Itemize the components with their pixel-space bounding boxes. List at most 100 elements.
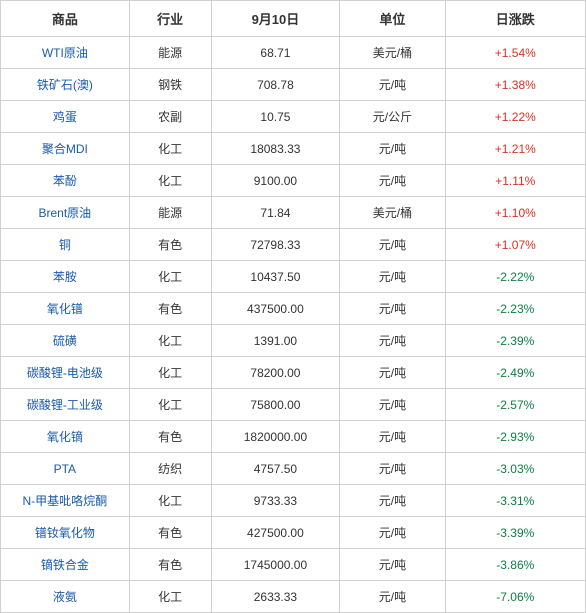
commodity-cell[interactable]: 铜 [1, 229, 130, 261]
table-row: 液氨化工2633.33元/吨-7.06% [1, 581, 586, 613]
unit-cell: 元/吨 [340, 357, 445, 389]
industry-cell: 化工 [129, 325, 211, 357]
table-row: 氧化镝有色1820000.00元/吨-2.93% [1, 421, 586, 453]
industry-cell: 钢铁 [129, 69, 211, 101]
unit-cell: 美元/桶 [340, 37, 445, 69]
commodity-cell[interactable]: 鸡蛋 [1, 101, 130, 133]
commodity-cell[interactable]: 碳酸锂-电池级 [1, 357, 130, 389]
price-cell: 427500.00 [211, 517, 340, 549]
price-cell: 10437.50 [211, 261, 340, 293]
price-cell: 708.78 [211, 69, 340, 101]
price-cell: 1745000.00 [211, 549, 340, 581]
commodity-cell[interactable]: N-甲基吡咯烷酮 [1, 485, 130, 517]
table-row: 鸡蛋农副10.75元/公斤+1.22% [1, 101, 586, 133]
commodity-cell[interactable]: Brent原油 [1, 197, 130, 229]
unit-cell: 元/吨 [340, 165, 445, 197]
price-cell: 78200.00 [211, 357, 340, 389]
industry-cell: 有色 [129, 517, 211, 549]
commodity-cell[interactable]: 聚合MDI [1, 133, 130, 165]
industry-cell: 化工 [129, 485, 211, 517]
change-cell: +1.38% [445, 69, 585, 101]
price-cell: 9100.00 [211, 165, 340, 197]
industry-cell: 能源 [129, 197, 211, 229]
table-row: 聚合MDI化工18083.33元/吨+1.21% [1, 133, 586, 165]
change-cell: -2.57% [445, 389, 585, 421]
price-cell: 18083.33 [211, 133, 340, 165]
unit-cell: 元/吨 [340, 453, 445, 485]
table-row: WTI原油能源68.71美元/桶+1.54% [1, 37, 586, 69]
change-cell: +1.07% [445, 229, 585, 261]
change-cell: +1.54% [445, 37, 585, 69]
change-cell: -2.93% [445, 421, 585, 453]
change-cell: -2.23% [445, 293, 585, 325]
industry-cell: 化工 [129, 133, 211, 165]
commodity-cell[interactable]: 镝铁合金 [1, 549, 130, 581]
price-cell: 10.75 [211, 101, 340, 133]
table-row: 镝铁合金有色1745000.00元/吨-3.86% [1, 549, 586, 581]
industry-cell: 纺织 [129, 453, 211, 485]
commodity-cell[interactable]: 氧化镝 [1, 421, 130, 453]
unit-cell: 元/吨 [340, 229, 445, 261]
unit-cell: 元/吨 [340, 325, 445, 357]
unit-cell: 元/吨 [340, 133, 445, 165]
change-cell: -3.86% [445, 549, 585, 581]
price-cell: 1820000.00 [211, 421, 340, 453]
commodity-cell[interactable]: WTI原油 [1, 37, 130, 69]
commodity-cell[interactable]: 苯胺 [1, 261, 130, 293]
industry-cell: 化工 [129, 389, 211, 421]
unit-cell: 元/吨 [340, 293, 445, 325]
change-cell: -3.03% [445, 453, 585, 485]
price-cell: 71.84 [211, 197, 340, 229]
table-row: PTA纺织4757.50元/吨-3.03% [1, 453, 586, 485]
commodity-cell[interactable]: 镨钕氧化物 [1, 517, 130, 549]
industry-cell: 化工 [129, 261, 211, 293]
price-cell: 1391.00 [211, 325, 340, 357]
change-cell: -2.39% [445, 325, 585, 357]
table-row: 氧化镨有色437500.00元/吨-2.23% [1, 293, 586, 325]
header-row: 商品 行业 9月10日 单位 日涨跌 [1, 1, 586, 37]
header-commodity: 商品 [1, 1, 130, 37]
change-cell: +1.21% [445, 133, 585, 165]
unit-cell: 元/吨 [340, 389, 445, 421]
commodity-cell[interactable]: 硫磺 [1, 325, 130, 357]
table-row: Brent原油能源71.84美元/桶+1.10% [1, 197, 586, 229]
table-row: 镨钕氧化物有色427500.00元/吨-3.39% [1, 517, 586, 549]
change-cell: -2.22% [445, 261, 585, 293]
commodity-cell[interactable]: 铁矿石(澳) [1, 69, 130, 101]
industry-cell: 有色 [129, 421, 211, 453]
commodity-cell[interactable]: 碳酸锂-工业级 [1, 389, 130, 421]
table-header: 商品 行业 9月10日 单位 日涨跌 [1, 1, 586, 37]
unit-cell: 元/吨 [340, 485, 445, 517]
unit-cell: 美元/桶 [340, 197, 445, 229]
price-cell: 72798.33 [211, 229, 340, 261]
unit-cell: 元/吨 [340, 549, 445, 581]
table-row: 苯胺化工10437.50元/吨-2.22% [1, 261, 586, 293]
price-cell: 9733.33 [211, 485, 340, 517]
change-cell: +1.11% [445, 165, 585, 197]
unit-cell: 元/吨 [340, 581, 445, 613]
unit-cell: 元/吨 [340, 421, 445, 453]
commodity-price-table: 商品 行业 9月10日 单位 日涨跌 WTI原油能源68.71美元/桶+1.54… [0, 0, 586, 613]
change-cell: -3.39% [445, 517, 585, 549]
table-row: 苯酚化工9100.00元/吨+1.11% [1, 165, 586, 197]
change-cell: +1.10% [445, 197, 585, 229]
unit-cell: 元/吨 [340, 517, 445, 549]
price-cell: 2633.33 [211, 581, 340, 613]
change-cell: +1.22% [445, 101, 585, 133]
price-cell: 4757.50 [211, 453, 340, 485]
commodity-cell[interactable]: 氧化镨 [1, 293, 130, 325]
industry-cell: 有色 [129, 229, 211, 261]
commodity-cell[interactable]: 液氨 [1, 581, 130, 613]
commodity-cell[interactable]: 苯酚 [1, 165, 130, 197]
unit-cell: 元/吨 [340, 69, 445, 101]
table-row: 铁矿石(澳)钢铁708.78元/吨+1.38% [1, 69, 586, 101]
price-cell: 68.71 [211, 37, 340, 69]
table-row: 铜有色72798.33元/吨+1.07% [1, 229, 586, 261]
commodity-cell[interactable]: PTA [1, 453, 130, 485]
industry-cell: 化工 [129, 581, 211, 613]
header-unit: 单位 [340, 1, 445, 37]
industry-cell: 化工 [129, 165, 211, 197]
change-cell: -2.49% [445, 357, 585, 389]
header-price: 9月10日 [211, 1, 340, 37]
table-row: 碳酸锂-工业级化工75800.00元/吨-2.57% [1, 389, 586, 421]
